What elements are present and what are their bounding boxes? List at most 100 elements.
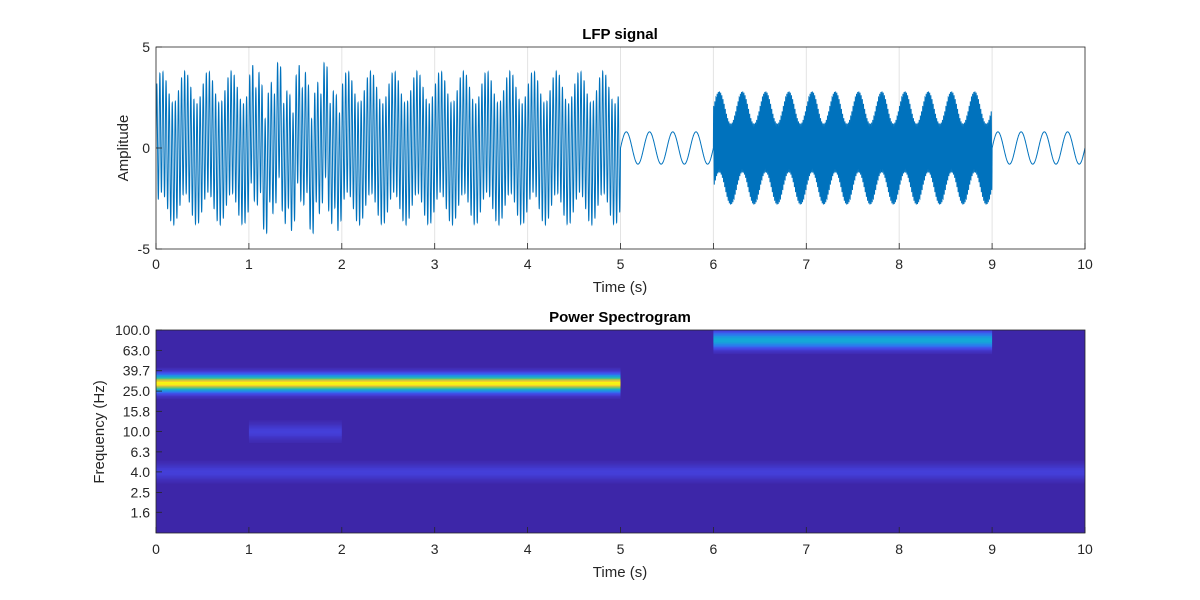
spectrogram-x-tick-label: 9 <box>988 541 996 557</box>
spectrogram-ticks: 0 1 2 3 4 5 6 7 8 9 10 100.0 63.0 39.7 25.0 15.8 10.0 6.3… <box>115 322 1093 557</box>
spectrogram-cell <box>713 351 993 353</box>
spectrogram-cell <box>156 477 1085 480</box>
spectrogram-cell <box>713 346 993 349</box>
spectrogram-cell <box>713 345 993 348</box>
spectrogram-y-tick-label: 15.8 <box>123 403 150 419</box>
spectrogram-cell <box>156 478 1085 481</box>
spectrogram-cell <box>156 466 1085 468</box>
lfp-x-tick-label: 0 <box>152 256 160 272</box>
spectrogram-cell <box>156 467 1085 470</box>
spectrogram-cell <box>156 376 621 378</box>
spectrogram-y-tick-label: 4.0 <box>131 464 151 480</box>
spectrogram-cell <box>713 348 993 350</box>
spectrogram-bands <box>156 326 1085 484</box>
spectrogram-cell <box>248 431 342 434</box>
lfp-x-tick-label: 3 <box>431 256 439 272</box>
spectrogram-y-tick-label: 10.0 <box>123 424 150 440</box>
lfp-x-tick-label: 7 <box>802 256 810 272</box>
spectrogram-cell <box>248 435 342 438</box>
lfp-x-tick-label: 9 <box>988 256 996 272</box>
spectrogram-cell <box>156 394 621 396</box>
spectrogram-y-tick-label: 1.6 <box>131 504 151 520</box>
spectrogram-title: Power Spectrogram <box>549 309 691 326</box>
spectrogram-cell <box>156 391 621 394</box>
spectrogram-x-tick-label: 5 <box>617 541 625 557</box>
spectrogram-cell <box>156 377 621 380</box>
spectrogram-cell <box>156 474 1085 477</box>
spectrogram-cell <box>713 337 993 339</box>
spectrogram-band-10hz <box>248 420 342 444</box>
lfp-x-tick-label: 2 <box>338 256 346 272</box>
lfp-title: LFP signal <box>582 26 658 43</box>
spectrogram-y-tick-label: 100.0 <box>115 322 150 338</box>
spectrogram-cell <box>156 385 621 388</box>
spectrogram-cell <box>713 334 993 336</box>
spectrogram-cell <box>248 427 342 429</box>
spectrogram-cell <box>156 388 621 391</box>
spectrogram-y-tick-label: 2.5 <box>131 485 151 501</box>
spectrogram-cell <box>156 476 1085 478</box>
spectrogram-x-tick-label: 10 <box>1077 541 1093 557</box>
spectrogram-x-tick-label: 4 <box>524 541 532 557</box>
lfp-y-tick-label: 5 <box>142 39 150 55</box>
spectrogram-cell <box>713 352 993 355</box>
spectrogram-cell <box>156 387 621 389</box>
spectrogram-x-axis-label: Time (s) <box>593 564 647 581</box>
spectrogram-cell <box>713 332 993 335</box>
spectrogram-cell <box>156 464 1085 467</box>
spectrogram-panel: 0 1 2 3 4 5 6 7 8 9 10 100.0 63.0 39.7 25.0 15.8 10.0 6.3… <box>91 309 1093 581</box>
spectrogram-cell <box>248 430 342 432</box>
spectrogram-y-tick-label: 6.3 <box>131 444 151 460</box>
spectrogram-cell <box>713 326 992 328</box>
spectrogram-cell <box>156 369 621 371</box>
lfp-y-tick-label: 0 <box>142 140 150 156</box>
lfp-x-tick-label: 6 <box>710 256 718 272</box>
spectrogram-cell <box>713 327 992 329</box>
spectrogram-cell <box>156 392 621 395</box>
spectrogram-cell <box>248 425 342 428</box>
spectrogram-cell <box>713 349 993 352</box>
spectrogram-cell <box>713 338 993 341</box>
spectrogram-y-tick-label: 25.0 <box>123 383 150 399</box>
spectrogram-cell <box>248 428 342 431</box>
spectrogram-band-80hz <box>713 326 993 355</box>
spectrogram-x-tick-label: 2 <box>338 541 346 557</box>
lfp-x-tick-label: 8 <box>895 256 903 272</box>
spectrogram-cell <box>156 371 621 374</box>
spectrogram-cell <box>156 460 1085 463</box>
lfp-signal-panel: 0 1 2 3 4 5 6 7 8 9 10-505 LFP signal Time (s) Amp… <box>115 26 1093 296</box>
spectrogram-cell <box>156 481 1085 484</box>
spectrogram-cell <box>156 384 621 387</box>
spectrogram-x-tick-label: 0 <box>152 541 160 557</box>
spectrogram-cell <box>156 470 1085 473</box>
lfp-ticks: 0 1 2 3 4 5 6 7 8 9 10-505 <box>138 39 1093 272</box>
spectrogram-y-tick-label: 39.7 <box>123 363 150 379</box>
spectrogram-cell <box>156 367 621 370</box>
spectrogram-cell <box>156 473 1085 475</box>
spectrogram-cell <box>156 370 621 373</box>
spectrogram-cell <box>248 437 342 439</box>
spectrogram-band-4hz <box>156 460 1085 484</box>
spectrogram-cell <box>156 374 621 377</box>
spectrogram-band-30hz <box>156 367 621 399</box>
spectrogram-cell <box>156 462 1085 464</box>
spectrogram-y-axis-label: Frequency (Hz) <box>91 380 108 483</box>
spectrogram-cell <box>248 432 342 435</box>
lfp-x-tick-label: 1 <box>245 256 253 272</box>
spectrogram-cell <box>156 390 621 392</box>
lfp-y-tick-label: -5 <box>138 241 151 257</box>
spectrogram-cell <box>713 344 993 346</box>
spectrogram-cell <box>156 381 621 384</box>
spectrogram-cell <box>713 335 993 338</box>
lfp-signal-line <box>156 61 1085 235</box>
spectrogram-cell <box>713 330 993 332</box>
spectrogram-x-tick-label: 6 <box>710 541 718 557</box>
spectrogram-cell <box>248 438 342 441</box>
spectrogram-cell <box>248 420 342 422</box>
spectrogram-cell <box>156 480 1085 482</box>
lfp-x-axis-label: Time (s) <box>593 279 647 296</box>
spectrogram-cell <box>713 342 993 345</box>
spectrogram-cell <box>248 421 342 424</box>
spectrogram-cell <box>156 463 1085 466</box>
